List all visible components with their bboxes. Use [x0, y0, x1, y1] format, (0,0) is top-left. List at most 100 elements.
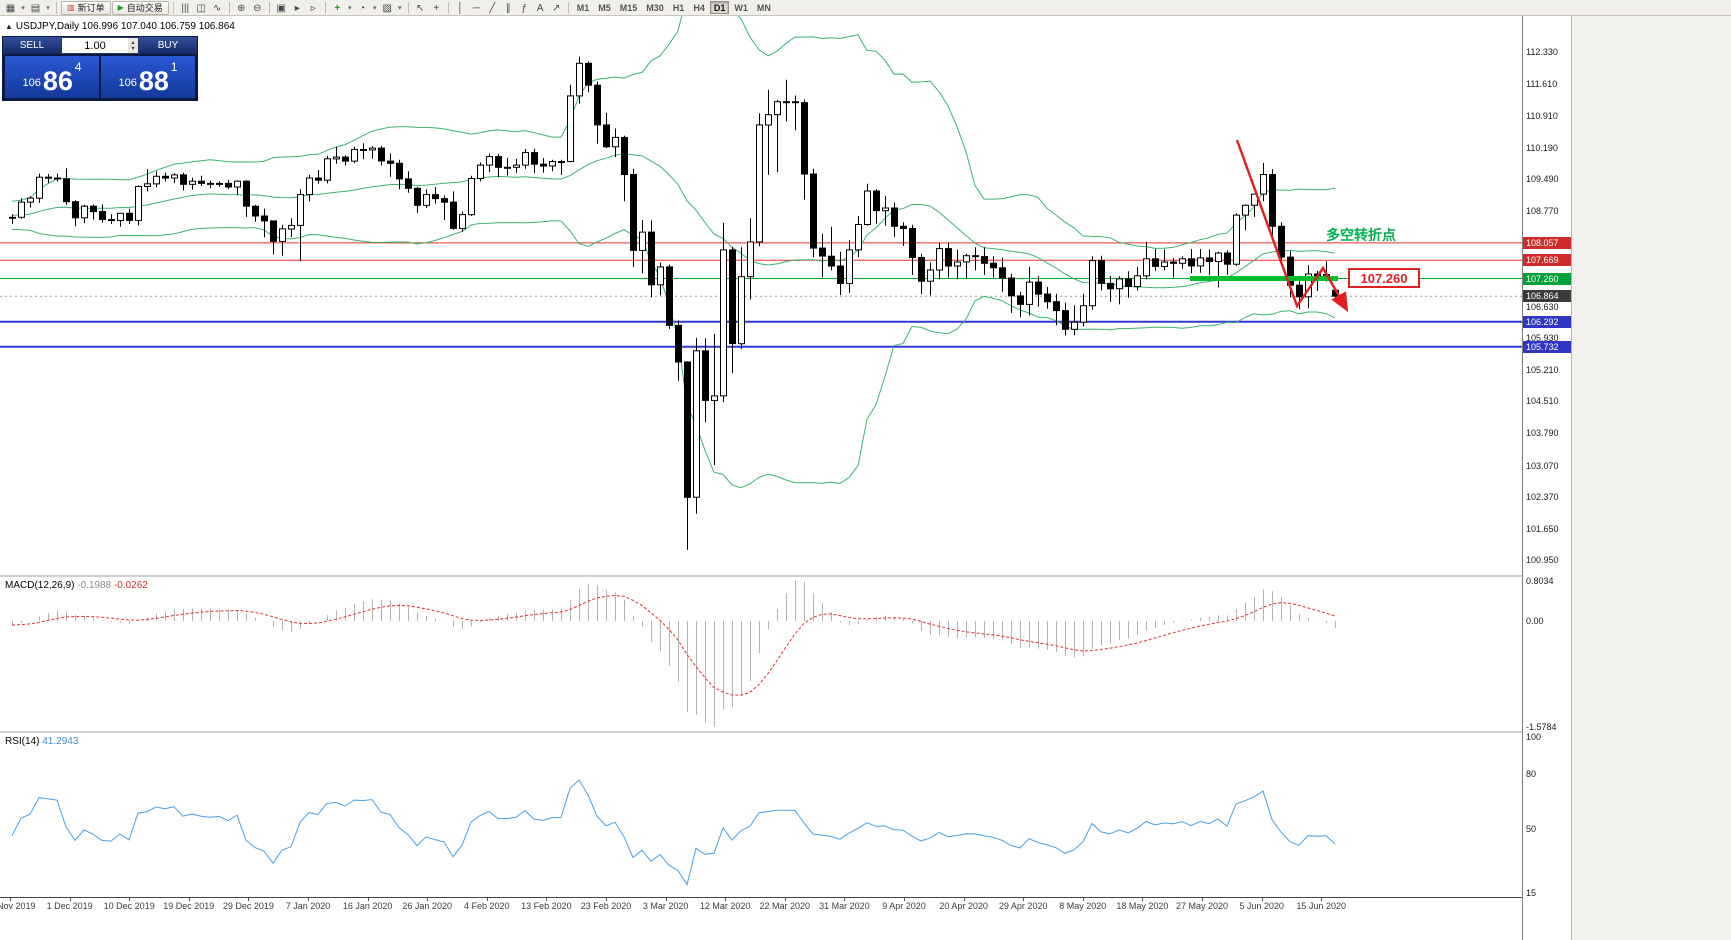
chart-symbol-label: ▲ USDJPY,Daily 106.996 107.040 106.759 10…: [5, 21, 235, 32]
crosshair-icon[interactable]: +: [433, 2, 440, 14]
time-axis[interactable]: 26 Nov 2019 1 Dec 2019 10 Dec 2019 19 Dec 2…: [0, 898, 1522, 914]
new-order-button-icon: ▥: [67, 3, 75, 12]
macd-main-value: -0.1988: [77, 580, 112, 591]
price-tick-label: 103.070: [1526, 460, 1559, 471]
fibonacci-icon[interactable]: ƒ: [521, 2, 528, 14]
price-axis[interactable]: 112.330 111.610 110.910 110.190 109.490 108.7…: [1522, 16, 1571, 940]
buy-price-base: 106: [118, 77, 137, 89]
zoom-in-icon[interactable]: ⊕: [237, 2, 246, 14]
new-chart-icon[interactable]: ▦: [5, 2, 16, 14]
indicators-icon[interactable]: +: [334, 2, 341, 14]
price-tick-label: 110.910: [1526, 110, 1558, 121]
cursor-icon[interactable]: ↖: [416, 2, 425, 14]
new-order-button-label: 新订单: [77, 3, 105, 13]
toolbar-separator: [567, 1, 569, 14]
rsi-axis-label: 80: [1526, 768, 1537, 779]
zoom-out-icon[interactable]: ⊖: [253, 2, 262, 14]
volume-input[interactable]: [62, 38, 128, 53]
rsi-value: 41.2943: [42, 736, 79, 747]
timeframe-m1[interactable]: M1: [576, 3, 590, 13]
timeframe-w1[interactable]: W1: [734, 3, 748, 13]
volume-down-icon[interactable]: ▾: [131, 45, 135, 52]
time-tick: [1023, 898, 1025, 901]
workspace: 26 Nov 2019 1 Dec 2019 10 Dec 2019 19 Dec 2…: [0, 16, 1731, 940]
sell-price-pip: 4: [74, 60, 82, 74]
periods-dropdown-icon[interactable]: ▾: [372, 4, 377, 12]
auto-scroll-icon[interactable]: ▸: [294, 2, 300, 14]
auto-trading-button[interactable]: ▶ 自动交易: [111, 0, 169, 15]
timeframe-d1[interactable]: D1: [709, 1, 730, 14]
chart-shift-icon[interactable]: ▹: [310, 2, 316, 14]
chart-window[interactable]: 26 Nov 2019 1 Dec 2019 10 Dec 2019 19 Dec 2…: [0, 16, 1571, 940]
time-tick: [367, 898, 369, 901]
trendline-icon[interactable]: ╱: [489, 2, 496, 14]
time-tick: [10, 898, 11, 901]
rsi-axis-label: 50: [1526, 823, 1537, 834]
price-tick-label: 109.490: [1526, 173, 1559, 184]
bar-chart-type-icon[interactable]: |||: [181, 2, 190, 14]
macd-axis-label: 0.8034: [1526, 576, 1554, 586]
text-label-icon[interactable]: A: [536, 2, 544, 14]
ohlc-low: 106.759: [159, 21, 196, 32]
panel-separator[interactable]: [0, 731, 1571, 733]
buy-button[interactable]: BUY: [139, 37, 197, 54]
sell-price-panel[interactable]: 106 86 4: [5, 56, 99, 98]
toolbar-separator: [447, 1, 449, 14]
indicators-dropdown-icon[interactable]: ▾: [347, 4, 352, 12]
periods-icon[interactable]: ◔: [359, 2, 366, 14]
sell-price-big: 86: [42, 66, 73, 96]
toolbar-separator: [56, 1, 57, 14]
buy-price-panel[interactable]: 106 88 1: [101, 56, 195, 98]
time-tick: [248, 898, 250, 901]
time-tick: [1082, 898, 1084, 901]
volume-up-icon[interactable]: ▴: [131, 39, 135, 46]
profiles-icon[interactable]: ▤: [30, 2, 41, 14]
time-axis-label: 5 Jun 2020: [1239, 901, 1284, 911]
main-toolbar: ▦ ▾ ▤ ▾ ▥ 新订单 ▶ 自动交易 ||| ◫ ∿ ⊕ ⊖ ▣ ▸ ▹ + ▾ ◔ ▾ ▧ ▾ ↖ + │ ─ ╱ ∥ ƒ A ↗ M1…: [0, 0, 1731, 16]
timeframe-h1[interactable]: H1: [672, 3, 685, 13]
price-level-badge: 108.057: [1523, 236, 1571, 249]
arrows-icon[interactable]: ↗: [552, 2, 561, 14]
timeframe-m5[interactable]: M5: [598, 3, 611, 13]
toolbar-separator: [324, 1, 326, 14]
timeframe-h4[interactable]: H4: [693, 3, 705, 13]
timeframe-m15[interactable]: M15: [619, 3, 638, 13]
panel-separator[interactable]: [0, 575, 1571, 577]
symbol-name: USDJPY,Daily: [15, 21, 80, 32]
rsi-axis-label: 15: [1526, 888, 1537, 899]
new-order-button[interactable]: ▥ 新订单: [61, 0, 111, 15]
time-axis-label: 13 Feb 2020: [521, 901, 572, 911]
macd-panel-canvas[interactable]: [0, 577, 1522, 731]
price-chart-canvas[interactable]: [0, 16, 1522, 575]
profiles-dropdown-icon[interactable]: ▾: [46, 4, 50, 12]
vertical-line-icon[interactable]: │: [457, 2, 464, 14]
time-axis-label: 20 Apr 2020: [939, 901, 988, 911]
time-axis-label: 18 May 2020: [1116, 901, 1169, 911]
line-chart-type-icon[interactable]: ∿: [213, 2, 222, 14]
sell-button[interactable]: SELL: [3, 37, 61, 54]
macd-indicator-label: MACD(12,26,9) -0.1988 -0.0262: [5, 580, 148, 591]
buy-price-pip: 1: [170, 60, 178, 74]
price-level-badge: 107.260: [1523, 272, 1571, 285]
buy-price-big: 88: [138, 66, 169, 96]
horizontal-line-icon[interactable]: ─: [472, 2, 480, 14]
templates-dropdown-icon[interactable]: ▾: [397, 4, 402, 12]
channel-icon[interactable]: ∥: [505, 2, 511, 14]
time-axis-label: 8 May 2020: [1059, 901, 1107, 911]
time-axis-label: 12 Mar 2020: [699, 901, 751, 911]
timeframe-m30[interactable]: M30: [646, 3, 664, 13]
time-tick: [1321, 898, 1323, 901]
price-tick-label: 102.370: [1526, 491, 1559, 502]
new-chart-dropdown-icon[interactable]: ▾: [21, 4, 25, 12]
timeframe-mn[interactable]: MN: [756, 3, 771, 13]
rsi-panel-canvas[interactable]: [0, 733, 1522, 897]
time-tick: [308, 898, 309, 901]
one-click-collapse-icon[interactable]: ▲: [5, 22, 13, 31]
time-axis-label: 19 Dec 2019: [163, 901, 215, 911]
ohlc-high: 107.040: [120, 21, 157, 32]
candlestick-chart-type-icon[interactable]: ◫: [196, 2, 206, 14]
time-tick: [606, 898, 607, 901]
right-dock-area: [1571, 16, 1731, 940]
templates-icon[interactable]: ▧: [382, 2, 392, 14]
tile-windows-icon[interactable]: ▣: [276, 2, 286, 14]
